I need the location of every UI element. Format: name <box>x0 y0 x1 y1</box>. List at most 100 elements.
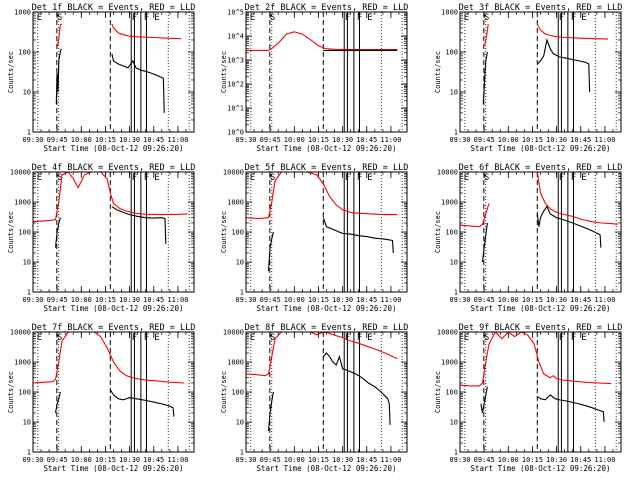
x-axis-label: Start Time (08-Oct-12 09:26:20) <box>471 464 611 473</box>
x-tick-label: 10:00 <box>498 136 519 144</box>
x-tick-label: 10:00 <box>71 136 92 144</box>
marker-label: E <box>37 13 42 23</box>
x-tick-label: 10:45 <box>143 456 164 464</box>
events-series-line <box>480 386 488 414</box>
detector-panel-5: 1 10 100 1000 10000 09:30 09:45 10:00 10:15 10:30… <box>220 163 408 313</box>
marker-label: E <box>464 173 469 183</box>
x-tick-label: 09:45 <box>47 136 68 144</box>
y-tick-label: 1000 <box>14 359 31 367</box>
plot-frame <box>459 11 622 133</box>
y-tick-label: 10^5 <box>227 9 244 17</box>
y-tick-label: 1000 <box>441 359 458 367</box>
x-tick-label: 09:30 <box>449 136 470 144</box>
marker-label: F <box>357 333 362 343</box>
y-tick-label: 1000 <box>441 199 458 207</box>
events-series-line <box>54 391 61 414</box>
y-tick-label: 100 <box>445 49 458 57</box>
x-tick-label: 10:45 <box>356 456 377 464</box>
y-axis-label: Counts/sec <box>434 371 442 413</box>
events-series-line <box>109 389 175 417</box>
x-axis-label: Start Time (08-Oct-12 09:26:20) <box>257 304 397 313</box>
y-tick-label: 10 <box>450 259 458 267</box>
y-tick-label: 10000 <box>223 169 244 177</box>
x-tick-label: 11:00 <box>167 296 188 304</box>
x-tick-label: 09:45 <box>474 136 495 144</box>
marker-label: F <box>559 173 564 183</box>
marker-label: E <box>250 333 255 343</box>
x-tick-label: 09:30 <box>235 296 256 304</box>
x-tick-label: 10:00 <box>498 456 519 464</box>
lld-series-line <box>482 23 489 47</box>
x-tick-label: 10:00 <box>284 136 305 144</box>
event-markers <box>464 332 617 452</box>
plot-frame <box>459 171 622 293</box>
data-series <box>460 172 618 263</box>
marker-label: F <box>571 333 576 343</box>
events-series-line <box>322 352 391 425</box>
y-axis-label: Counts/sec <box>220 211 228 253</box>
y-tick-label: 10000 <box>437 169 458 177</box>
marker-label: E <box>464 333 469 343</box>
y-tick-label: 10 <box>23 259 31 267</box>
y-axis-label: Counts/sec <box>434 211 442 253</box>
plot-frame <box>245 171 408 293</box>
x-tick-label: 11:00 <box>594 136 615 144</box>
x-tick-label: 11:00 <box>594 456 615 464</box>
x-tick-label: 10:45 <box>143 296 164 304</box>
x-tick-label: 09:45 <box>474 296 495 304</box>
marker-label: E <box>464 13 469 23</box>
x-tick-label: 09:30 <box>449 296 470 304</box>
lld-series-line <box>536 23 609 40</box>
data-series <box>246 172 398 272</box>
y-tick-label: 1000 <box>14 199 31 207</box>
y-tick-label: 100 <box>445 229 458 237</box>
marker-label: E <box>250 173 255 183</box>
plot-frame <box>245 331 408 453</box>
y-tick-label: 10^0 <box>227 129 244 137</box>
panel-title: Det 1f BLACK = Events, RED = LLD <box>32 3 196 13</box>
marker-label: E <box>154 173 159 183</box>
x-tick-label: 10:30 <box>332 296 353 304</box>
x-tick-label: 11:00 <box>380 136 401 144</box>
panel-title: Det 5f BLACK = Events, RED = LLD <box>245 163 409 173</box>
detector-panel-4: 1 10 100 1000 10000 09:30 09:45 10:00 10:15 10:30… <box>7 163 195 313</box>
x-tick-label: 10:30 <box>119 456 140 464</box>
x-tick-label: 09:30 <box>235 136 256 144</box>
x-axis-label: Start Time (08-Oct-12 09:26:20) <box>471 304 611 313</box>
y-tick-label: 10000 <box>10 329 31 337</box>
marker-label: S <box>57 13 62 23</box>
x-tick-label: 10:30 <box>332 456 353 464</box>
y-axis-label: Counts/sec <box>220 371 228 413</box>
marker-label: E <box>154 333 159 343</box>
x-tick-label: 10:00 <box>71 456 92 464</box>
marker-label: E <box>367 173 372 183</box>
y-tick-label: 10^3 <box>227 57 244 65</box>
x-tick-label: 10:45 <box>570 296 591 304</box>
y-axis-label: Counts/sec <box>7 371 15 413</box>
detector-panel-9: 1 10 100 1000 10000 09:30 09:45 10:00 10:15 10:30… <box>434 323 622 473</box>
x-tick-label: 09:30 <box>22 456 43 464</box>
panel-title: Det 8f BLACK = Events, RED = LLD <box>245 323 409 333</box>
x-tick-label: 10:30 <box>546 136 567 144</box>
marker-label: F <box>144 13 149 23</box>
y-axis-label: Counts/sec <box>434 51 442 93</box>
x-tick-label: 10:30 <box>119 136 140 144</box>
events-series-line <box>536 394 605 423</box>
data-series <box>55 23 182 113</box>
x-tick-label: 09:30 <box>449 456 470 464</box>
y-axis-label: Counts/sec <box>7 211 15 253</box>
data-series <box>33 332 185 417</box>
y-tick-label: 10 <box>23 89 31 97</box>
marker-label: S <box>484 173 489 183</box>
y-tick-label: 1 <box>240 289 244 297</box>
event-markers <box>250 12 403 132</box>
x-tick-label: 10:15 <box>95 136 116 144</box>
detector-panel-1: 1 10 100 1000 09:30 09:45 10:00 10:15 10:30 10:45… <box>7 3 195 153</box>
x-tick-label: 10:45 <box>570 136 591 144</box>
lld-series-line <box>460 332 612 387</box>
x-tick-label: 10:15 <box>522 456 543 464</box>
plot-frame <box>459 331 622 453</box>
events-series-line <box>267 391 274 432</box>
x-tick-label: 10:00 <box>71 296 92 304</box>
y-tick-label: 10 <box>450 89 458 97</box>
